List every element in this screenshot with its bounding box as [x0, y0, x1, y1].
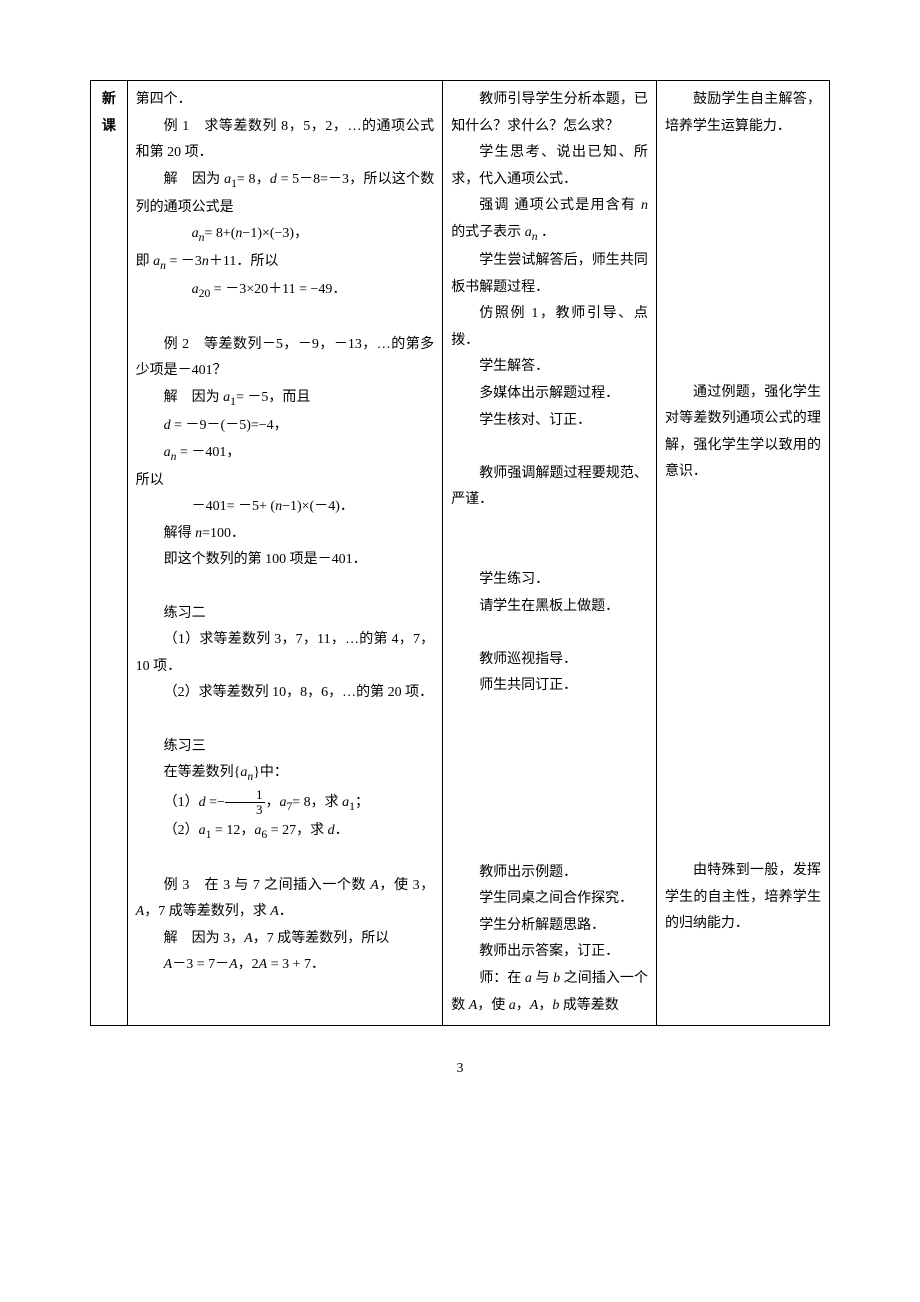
- spacer: [665, 832, 821, 859]
- content-line: 练习二: [136, 601, 435, 628]
- spacer: [665, 273, 821, 300]
- content-line: （2）求等差数列 10，8，6，…的第 20 项．: [136, 680, 435, 707]
- spacer: [665, 566, 821, 593]
- spacer: [665, 672, 821, 699]
- teacher-line: 多媒体出示解题过程．: [451, 381, 648, 408]
- spacer: [665, 539, 821, 566]
- teacher-line: 教师巡视指导．: [451, 647, 648, 674]
- spacer: [451, 620, 648, 647]
- teacher-line: 学生分析解题思路．: [451, 913, 648, 940]
- spacer: [136, 574, 435, 601]
- spacer: [451, 540, 648, 567]
- content-line: 解 因为 a1= 8，d = 5－8=－3，所以这个数列的通项公式是: [136, 167, 435, 222]
- spacer: [665, 592, 821, 619]
- lesson-table: 新 课 第四个． 例 1 求等差数列 8，5，2，…的通项公式和第 20 项． …: [90, 80, 830, 1026]
- teacher-line: 教师强调解题过程要规范、严谨．: [451, 461, 648, 514]
- content-line: 在等差数列{an}中：: [136, 760, 435, 788]
- spacer: [665, 300, 821, 327]
- spacer: [451, 806, 648, 833]
- content-formula: an= 8+(n−1)×(−3)，: [136, 221, 435, 249]
- note-line: 通过例题，强化学生对等差数列通项公式的理解，强化学生学以致用的意识．: [665, 380, 821, 486]
- content-line: （1）求等差数列 3，7，11，…的第 4，7，10 项．: [136, 627, 435, 680]
- page-container: 新 课 第四个． 例 1 求等差数列 8，5，2，…的通项公式和第 20 项． …: [0, 0, 920, 1133]
- content-line: 第四个．: [136, 87, 435, 114]
- row-label-cell: 新 课: [91, 81, 128, 1026]
- spacer: [451, 434, 648, 461]
- spacer: [665, 752, 821, 779]
- teacher-line: 学生思考、说出已知、所求，代入通项公式．: [451, 140, 648, 193]
- content-line: 例 3 在 3 与 7 之间插入一个数 A，使 3，A，7 成等差数列，求 A．: [136, 873, 435, 926]
- teacher-line: 教师引导学生分析本题，已知什么？求什么？怎么求？: [451, 87, 648, 140]
- spacer: [665, 513, 821, 540]
- teacher-line: 请学生在黑板上做题．: [451, 594, 648, 621]
- teacher-line: 学生同桌之间合作探究．: [451, 886, 648, 913]
- teacher-line: 仿照例 1，教师引导、点拨．: [451, 301, 648, 354]
- spacer: [136, 305, 435, 332]
- teacher-line: 教师出示答案，订正．: [451, 939, 648, 966]
- spacer: [665, 805, 821, 832]
- content-line: （1）d =−13，a7= 8，求 a1；: [136, 788, 435, 818]
- spacer: [451, 727, 648, 754]
- content-line: 即这个数列的第 100 项是－401．: [136, 547, 435, 574]
- note-line: 鼓励学生自主解答，培养学生运算能力．: [665, 87, 821, 140]
- spacer: [665, 193, 821, 220]
- teacher-line: 师生共同订正．: [451, 673, 648, 700]
- spacer: [451, 780, 648, 807]
- page-number: 3: [90, 1056, 830, 1083]
- spacer: [451, 833, 648, 860]
- teacher-line: 师：在 a 与 b 之间插入一个数 A，使 a，A，b 成等差数: [451, 966, 648, 1019]
- spacer: [665, 645, 821, 672]
- spacer: [665, 247, 821, 274]
- teacher-line: 学生核对、订正．: [451, 408, 648, 435]
- spacer: [665, 167, 821, 194]
- content-line: 解 因为 a1= －5，而且: [136, 385, 435, 413]
- content-line: 例 1 求等差数列 8，5，2，…的通项公式和第 20 项．: [136, 114, 435, 167]
- label-text: 新: [99, 87, 119, 114]
- spacer: [665, 326, 821, 353]
- content-line: （2）a1 = 12，a6 = 27，求 d．: [136, 818, 435, 846]
- content-line: 例 2 等差数列－5，－9，－13，…的第多少项是－401？: [136, 332, 435, 385]
- spacer: [665, 353, 821, 380]
- table-row: 新 课 第四个． 例 1 求等差数列 8，5，2，…的通项公式和第 20 项． …: [91, 81, 830, 1026]
- spacer: [665, 778, 821, 805]
- spacer: [665, 486, 821, 513]
- content-line: A－3 = 7－A，2A = 3 + 7．: [136, 952, 435, 979]
- teacher-line: 学生练习．: [451, 567, 648, 594]
- content-line: 解 因为 3，A，7 成等差数列，所以: [136, 926, 435, 953]
- teacher-line: 学生尝试解答后，师生共同板书解题过程．: [451, 248, 648, 301]
- content-line: 所以: [136, 468, 435, 495]
- spacer: [451, 700, 648, 727]
- spacer: [665, 725, 821, 752]
- spacer: [451, 753, 648, 780]
- note-line: 由特殊到一般，发挥学生的自主性，培养学生的归纳能力．: [665, 858, 821, 938]
- teacher-line: 学生解答．: [451, 354, 648, 381]
- content-formula: a20 = －3×20＋11 = −49．: [136, 277, 435, 305]
- content-line: 解得 n=100．: [136, 521, 435, 548]
- teacher-line: 强调 通项公式是用含有 n 的式子表示 an ．: [451, 193, 648, 248]
- note-cell: 鼓励学生自主解答，培养学生运算能力． 通过例题，强化学生对等差数列通项公式的理解…: [656, 81, 829, 1026]
- content-line: d = －9－(－5)=−4，: [136, 413, 435, 440]
- content-formula: －401= －5+ (n−1)×(－4)．: [136, 494, 435, 521]
- spacer: [136, 707, 435, 734]
- teacher-cell: 教师引导学生分析本题，已知什么？求什么？怎么求？ 学生思考、说出已知、所求，代入…: [443, 81, 657, 1026]
- spacer: [451, 514, 648, 541]
- spacer: [665, 699, 821, 726]
- spacer: [665, 140, 821, 167]
- label-text: 课: [99, 114, 119, 141]
- content-cell: 第四个． 例 1 求等差数列 8，5，2，…的通项公式和第 20 项． 解 因为…: [127, 81, 443, 1026]
- spacer: [665, 220, 821, 247]
- spacer: [665, 619, 821, 646]
- content-line: 练习三: [136, 734, 435, 761]
- content-line: 即 an = －3n＋11．所以: [136, 249, 435, 277]
- content-line: an = －401，: [136, 440, 435, 468]
- teacher-line: 教师出示例题．: [451, 860, 648, 887]
- spacer: [136, 846, 435, 873]
